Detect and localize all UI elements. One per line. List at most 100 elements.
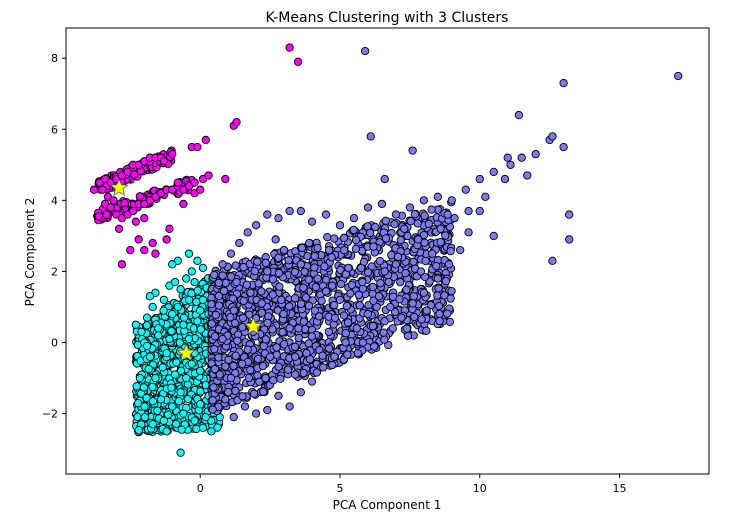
data-point [291,370,300,379]
data-point [379,328,388,337]
data-point [190,416,199,425]
data-point [240,402,250,411]
data-point [419,288,428,297]
data-point [246,365,255,375]
cluster-magenta-points [89,43,303,269]
data-point [154,324,163,333]
data-point [196,325,205,334]
data-point [246,288,255,297]
data-point [261,258,271,268]
data-point [370,342,379,351]
data-point [142,393,151,402]
data-point [413,219,422,228]
data-point [196,185,205,194]
data-point [190,277,199,287]
data-point [176,448,185,457]
data-point [187,267,196,276]
chart-title: K-Means Clustering with 3 Clusters [266,10,509,26]
data-point [393,252,403,261]
data-point [409,292,418,301]
data-point [192,424,201,434]
data-point [330,313,340,323]
data-point [384,340,393,350]
data-point [426,300,436,310]
data-point [132,382,141,391]
data-point [305,238,314,248]
data-point [171,419,181,429]
data-point [196,366,205,376]
data-point [140,245,149,255]
data-point [330,352,339,361]
data-point [391,260,401,269]
data-point [148,302,157,312]
data-point [428,249,437,258]
data-point [231,261,240,270]
data-point [285,402,294,411]
data-point [255,377,264,386]
data-point [142,341,152,351]
data-point [355,301,364,310]
data-point [224,387,233,397]
data-point [221,362,230,371]
data-point [275,282,284,291]
data-point [321,287,331,296]
data-point [311,282,320,292]
data-point [548,132,557,141]
data-point [380,317,389,326]
data-point [325,344,334,353]
data-point [154,331,163,340]
data-point [290,342,300,351]
data-point [218,334,227,344]
data-point [269,376,278,385]
data-point [230,318,240,328]
data-point [335,295,345,305]
data-point [366,228,375,238]
data-point [328,360,337,370]
data-point [133,399,143,408]
data-point [353,348,362,358]
data-point [274,213,283,223]
data-point [341,328,350,338]
data-point [209,383,218,392]
data-point [140,213,149,223]
data-point [126,245,135,255]
data-point [198,295,208,305]
data-point [193,256,202,265]
data-point [226,313,235,322]
data-point [368,321,378,331]
data-point [371,222,380,232]
data-point [380,335,389,344]
data-point [279,245,289,255]
data-point [388,324,397,333]
data-point [548,256,557,265]
centroid-star-3 [109,177,129,197]
data-point [464,228,473,237]
data-point [444,260,454,269]
data-point [250,266,260,276]
data-point [94,212,103,221]
data-point [243,228,252,237]
data-point [238,313,248,323]
data-point [193,142,202,152]
data-point [168,309,177,319]
data-point [207,300,216,309]
data-point [226,373,236,383]
data-point [523,171,532,180]
data-point [204,171,213,180]
data-point [299,283,308,292]
data-point [390,220,399,229]
data-point [447,196,456,205]
data-point [253,257,262,266]
data-point [214,353,223,362]
data-point [304,301,314,310]
data-point [214,291,224,301]
data-point [159,157,169,166]
data-point [324,327,333,336]
data-point [271,235,280,244]
data-point [210,364,220,374]
data-point [434,301,444,311]
data-point [221,395,230,404]
data-point [233,336,242,345]
data-point [268,290,278,299]
data-point [414,235,423,244]
